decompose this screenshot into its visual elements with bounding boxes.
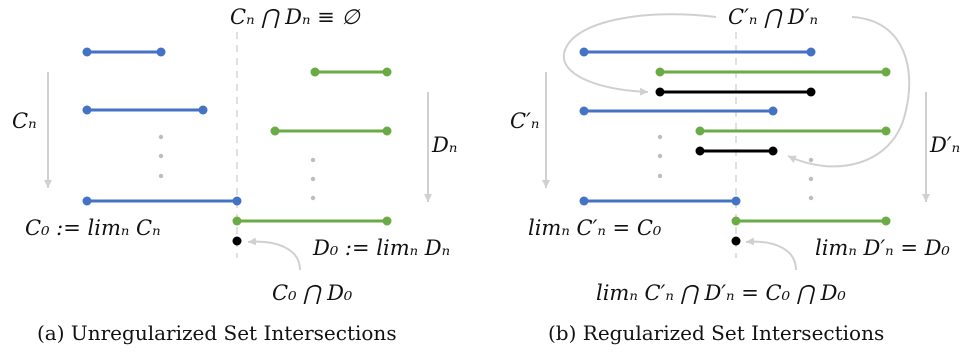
panel-b-caption: (b) Regularized Set Intersections bbox=[548, 321, 884, 345]
panel-a-right-label: Dₙ bbox=[431, 133, 457, 157]
panel-a-top-label: Cₙ ⋂ Dₙ ≡ ∅ bbox=[230, 5, 361, 29]
panel-b-right-label: D′ₙ bbox=[929, 133, 960, 157]
panel-a: Cₙ ⋂ Dₙ ≡ ∅ Cₙ Dₙ C₀ := limₙ Cₙ D₀ := li… bbox=[12, 5, 457, 345]
panel-a-curved-arrow bbox=[247, 237, 301, 271]
panel-b-intersection-label: limₙ C′ₙ ⋂ D′ₙ = C₀ ⋂ D₀ bbox=[596, 281, 846, 305]
panel-b-intersection-sets bbox=[655, 87, 816, 156]
panel-a-left-label: Cₙ bbox=[12, 109, 37, 133]
panel-b: C′ₙ ⋂ D′ₙ C′ₙ D′ₙ limₙ C′ₙ = C₀ limₙ D′ₙ… bbox=[510, 5, 960, 345]
panel-a-caption: (a) Unregularized Set Intersections bbox=[37, 321, 397, 345]
panel-a-intersection-label: C₀ ⋂ D₀ bbox=[272, 281, 353, 305]
panel-a-c0-label: C₀ := limₙ Cₙ bbox=[25, 216, 161, 240]
panel-b-curved-arrow-right bbox=[787, 16, 911, 168]
panel-b-d-sets bbox=[655, 67, 891, 226]
panel-b-curved-arrow-bottom bbox=[745, 237, 797, 271]
panel-a-d-sets bbox=[232, 67, 392, 226]
panel-b-c-sets bbox=[579, 47, 816, 206]
panel-a-c-sets bbox=[82, 47, 242, 206]
panel-b-top-label: C′ₙ ⋂ D′ₙ bbox=[728, 5, 818, 29]
panel-b-d-limit-label: limₙ D′ₙ = D₀ bbox=[815, 236, 950, 260]
panel-b-curved-arrow-left bbox=[562, 13, 717, 96]
panel-a-d0-label: D₀ := limₙ Dₙ bbox=[312, 236, 450, 260]
panel-b-intersection-point bbox=[731, 236, 741, 246]
panel-a-intersection-point bbox=[232, 236, 242, 246]
panel-b-c-limit-label: limₙ C′ₙ = C₀ bbox=[528, 216, 662, 240]
panel-b-left-label: C′ₙ bbox=[510, 109, 539, 133]
